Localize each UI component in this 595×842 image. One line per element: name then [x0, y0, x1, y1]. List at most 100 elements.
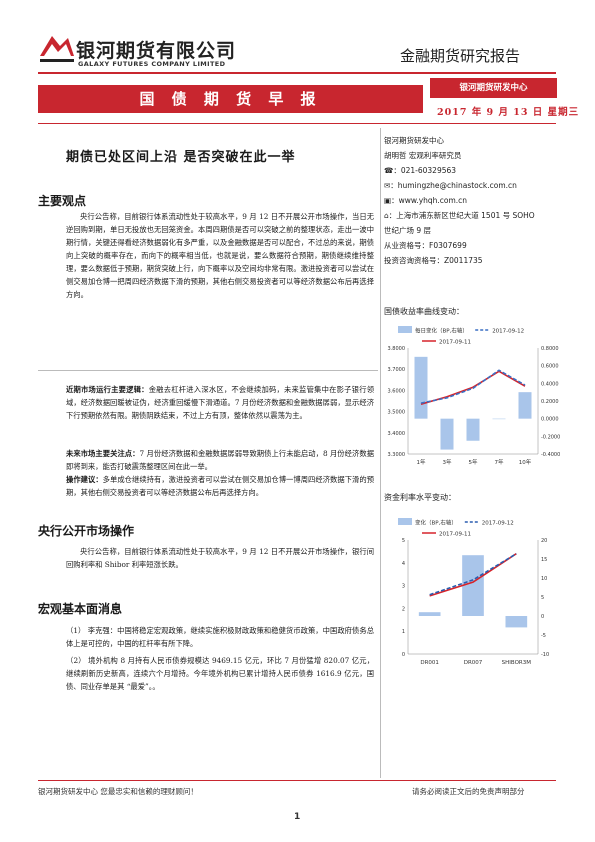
footer-divider — [38, 780, 556, 781]
y-tick-label: 3.3000 — [388, 452, 406, 458]
x-tick-label: 10年 — [519, 458, 532, 466]
y2-tick-label: 20 — [541, 538, 547, 544]
funding-rate-chart: 变化（BP,右轴） 2017-09-12 2017-09-11 0 1 2 3 4 5 -10 -5… — [398, 518, 549, 666]
report-banner: 国 债 期 货 早 报 — [38, 85, 423, 113]
y-tick-label: 3.6000 — [388, 388, 406, 394]
sidebar-address-1: 上海市浦东新区世纪大道 1501 号 SOHO — [396, 211, 535, 220]
x-tick-label: 5年 — [469, 458, 478, 466]
report-type: 金融期货研究报告 — [400, 47, 521, 65]
legend-bar-swatch — [398, 326, 412, 333]
omo-paragraph: 央行公告称，目前银行体系流动性处于较高水平，9 月 12 日不开展公开市场操作，… — [66, 547, 374, 569]
macro-paragraph-2: （2） 境外机构 8 月持有人民币债券规模达 9469.15 亿元，环比 7 月… — [66, 656, 374, 691]
y-tick-label: 0 — [402, 652, 405, 658]
focus-label: 未来市场主要关注点： — [66, 449, 140, 458]
section-divider — [38, 370, 378, 371]
omo-title: 央行公开市场操作 — [38, 524, 135, 538]
sidebar-email-row: ✉：humingzhe@chinastock.com.cn — [384, 181, 517, 190]
chart2-title: 资金利率水平变动： — [384, 493, 456, 502]
legend-a-label: 2017-09-12 — [482, 521, 514, 527]
y2-tick-label: 0.4000 — [541, 381, 559, 387]
y2-tick-label: 0.8000 — [541, 346, 559, 352]
sidebar-phone: 021-60329563 — [400, 166, 457, 175]
legend-b-label: 2017-09-11 — [439, 532, 471, 538]
footer-right: 请务必阅读正文后的免责声明部分 — [412, 787, 525, 796]
yield-curve-chart: 每日变化（BP,右轴） 2017-09-12 2017-09-11 3.3000 3.4… — [388, 326, 560, 466]
location-icon: ⌂ — [384, 211, 389, 220]
y-tick-label: 5 — [402, 538, 405, 544]
advice-text: 多单成仓继续持有，激进投资者可以尝试在侧交易加仓博一博周四经济数据下滑的预期，其… — [66, 475, 374, 497]
headline: 期债已处区间上沿 是否突破在此一举 — [66, 150, 296, 165]
y-tick-label: 1 — [402, 629, 405, 635]
y2-tick-label: 10 — [541, 576, 547, 582]
footer-left: 银河期货研发中心 您最忠实和信赖的理财顾问！ — [38, 787, 198, 796]
banner-underline — [38, 123, 556, 124]
y2-tick-label: 0 — [541, 614, 544, 620]
legend-b-label: 2017-09-11 — [439, 340, 471, 346]
y-tick-label: 4 — [402, 561, 405, 567]
advice-paragraph: 操作建议：多单成仓继续持有，激进投资者可以尝试在侧交易加仓博一博周四经济数据下滑… — [66, 473, 374, 499]
sidebar-license-1: 从业资格号：F0307699 — [384, 241, 467, 250]
bar — [505, 616, 528, 628]
main-view-title: 主要观点 — [38, 194, 87, 208]
y-tick-label: 2 — [402, 606, 405, 612]
x-tick-label: 3年 — [443, 458, 452, 466]
logic-label: 近期市场运行主要逻辑： — [66, 385, 149, 394]
bar — [466, 418, 480, 441]
macro-title: 宏观基本面消息 — [38, 602, 123, 616]
y2-tick-label: -5 — [541, 633, 546, 639]
report-date: 2017 年 9 月 13 日 星期三 — [437, 107, 580, 118]
macro-paragraph-1: （1） 李克强：中国将稳定宏观政策，继续实施积极财政政策和稳健货币政策，中国政府… — [66, 626, 374, 648]
series-line-b — [420, 370, 526, 405]
bar — [418, 612, 441, 616]
y-tick-label: 3.7000 — [388, 367, 406, 373]
sidebar-address-row: ⌂：上海市浦东新区世纪大道 1501 号 SOHO — [384, 211, 535, 220]
x-tick-label: DR001 — [420, 660, 439, 666]
web-icon: ▣ — [384, 196, 392, 205]
legend-bar-label: 变化（BP,右轴） — [415, 519, 457, 527]
bar — [492, 418, 506, 420]
focus-text: 7 月份经济数据和金融数据孱弱导致期债上行未能启动，8 月份经济数据即将到来，能… — [66, 449, 375, 471]
y-tick-label: 3.4000 — [388, 431, 406, 437]
y2-tick-label: 15 — [541, 557, 547, 563]
logic-paragraph: 近期市场运行主要逻辑：金融去杠杆进入深水区，不会继续加码，未来监管集中在影子银行… — [66, 383, 374, 422]
sidebar-analyst: 胡明哲 宏观利率研究员 — [384, 151, 462, 160]
y-tick-label: 3.5000 — [388, 410, 406, 416]
page-number: 1 — [294, 812, 301, 822]
bar — [414, 356, 428, 419]
main-view-paragraph: 央行公告称，目前银行体系流动性处于较高水平，9 月 12 日不开展公开市场操作，… — [66, 212, 374, 299]
phone-icon: ☎ — [384, 166, 394, 175]
sidebar-license-2: 投资咨询资格号：Z0011735 — [384, 256, 483, 265]
sidebar-web[interactable]: www.yhqh.com.cn — [398, 196, 468, 205]
email-icon: ✉ — [384, 181, 391, 190]
y-tick-label: 3.8000 — [388, 346, 406, 352]
x-tick-label: SHIBOR3M — [502, 660, 532, 666]
chart1-title: 国债收益率曲线变动： — [384, 307, 464, 316]
x-tick-label: DR007 — [464, 660, 483, 666]
sidebar-web-row: ▣：www.yhqh.com.cn — [384, 196, 468, 205]
y2-tick-label: -0.2000 — [541, 434, 560, 440]
legend-a-label: 2017-09-12 — [492, 329, 524, 335]
company-name-cn: 银河期货有限公司 — [76, 40, 237, 62]
series-line-a — [429, 552, 517, 596]
y2-tick-label: -10 — [541, 652, 549, 658]
y2-tick-label: 5 — [541, 595, 544, 601]
bar — [462, 555, 484, 616]
y-tick-label: 3 — [402, 584, 405, 590]
sidebar-phone-row: ☎：021-60329563 — [384, 166, 457, 175]
sidebar-dept: 银河期货研发中心 — [384, 136, 444, 145]
x-tick-label: 7年 — [495, 458, 504, 466]
focus-paragraph: 未来市场主要关注点：7 月份经济数据和金融数据孱弱导致期债上行未能启动，8 月份… — [66, 447, 374, 473]
advice-label: 操作建议： — [66, 475, 103, 484]
logic-text: 金融去杠杆进入深水区，不会继续加码，未来监管集中在影子银行领域，经济数据回暖被证… — [66, 385, 375, 420]
series-line-a — [420, 369, 526, 404]
y2-tick-label: 0.2000 — [541, 399, 559, 405]
y2-tick-label: 0.0000 — [541, 417, 559, 423]
column-divider — [380, 128, 381, 778]
legend-bar-swatch — [398, 518, 412, 525]
x-tick-label: 1年 — [417, 458, 426, 466]
header-divider — [38, 72, 556, 74]
legend-bar-label: 每日变化（BP,右轴） — [415, 327, 468, 335]
bar — [440, 418, 454, 450]
sidebar-address-2: 世纪广场 9 层 — [384, 226, 432, 235]
sidebar-email[interactable]: humingzhe@chinastock.com.cn — [397, 181, 517, 190]
